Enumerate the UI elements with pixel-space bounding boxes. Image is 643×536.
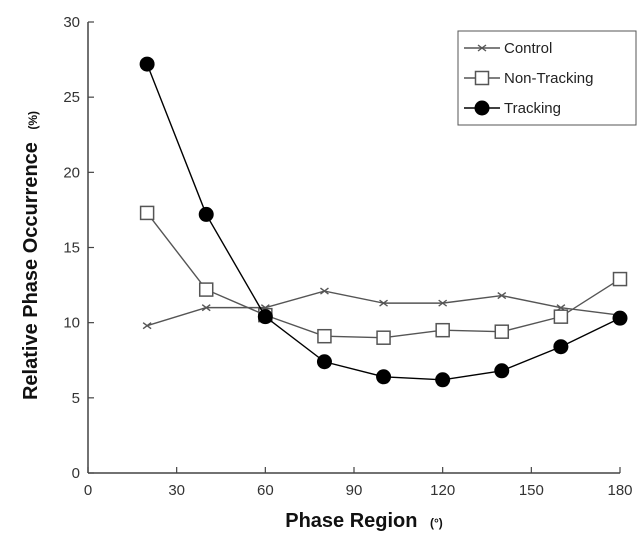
x-marker [201,304,211,312]
x-marker-stroke [320,287,329,295]
square-marker [553,309,569,324]
y-axis-label: Relative Phase Occurrence [20,142,42,400]
x-marker-stroke [477,44,487,52]
circle-marker [139,56,155,72]
x-axis-title: Phase Region (°) [285,510,443,532]
y-tick-label: 0 [72,465,80,482]
y-tick-label: 25 [63,89,80,106]
x-marker-stroke [438,299,448,307]
circle-marker [612,310,628,326]
x-marker-stroke [497,292,507,300]
ticks: 0 5 10 15 20 25 30 0 30 60 90 120 150 180 [63,14,632,499]
y-axis-title: Relative Phase Occurrence (%) [20,111,42,400]
legend-entry: Tracking [464,100,561,117]
y-tick-label: 15 [63,240,80,257]
legend-entry: Non-Tracking [464,70,593,87]
x-marker [438,299,448,307]
series-line [146,290,621,327]
legend: Control Non-Tracking Tracking [457,30,637,126]
x-tick-label: 0 [84,482,92,499]
x-marker [497,292,507,300]
square-marker [474,70,490,86]
x-marker-stroke [142,322,152,330]
circle-marker [474,100,490,116]
legend-label: Control [504,40,552,57]
circle-marker [316,354,332,370]
x-marker [142,322,152,330]
circle-marker [257,309,273,325]
circle-marker [376,369,392,385]
legend-entry: Control [464,40,552,57]
square-marker [612,271,628,287]
x-marker-stroke [201,304,211,312]
x-marker [320,287,329,295]
y-tick-label: 10 [63,315,80,332]
x-tick-label: 90 [346,482,363,499]
series-non-tracking [139,205,628,345]
legend-label: Non-Tracking [504,70,593,87]
y-tick-label: 20 [63,164,80,181]
series-tracking [139,56,628,388]
square-marker [198,282,214,297]
square-marker [494,324,510,339]
circle-marker [494,363,510,379]
x-tick-label: 120 [430,482,455,499]
series-layer [139,56,628,388]
legend-label: Tracking [504,100,561,117]
y-axis-unit: (%) [26,111,40,130]
x-marker-stroke [379,299,388,307]
circle-marker [198,206,214,222]
circle-marker [553,339,569,355]
x-axis-unit: (°) [430,516,443,530]
series-control [142,287,625,330]
circle-marker [435,372,451,388]
square-marker [435,322,450,338]
square-marker [376,330,391,345]
square-marker [317,328,332,344]
x-tick-label: 60 [257,482,274,499]
x-tick-label: 150 [519,482,544,499]
series-line [146,212,621,339]
x-tick-label: 30 [168,482,185,499]
x-marker [379,299,388,307]
x-marker [477,44,487,52]
x-axis-label: Phase Region [285,510,417,532]
x-tick-label: 180 [607,482,632,499]
y-tick-label: 30 [63,14,80,31]
square-marker [139,205,155,221]
y-tick-label: 5 [72,390,80,407]
